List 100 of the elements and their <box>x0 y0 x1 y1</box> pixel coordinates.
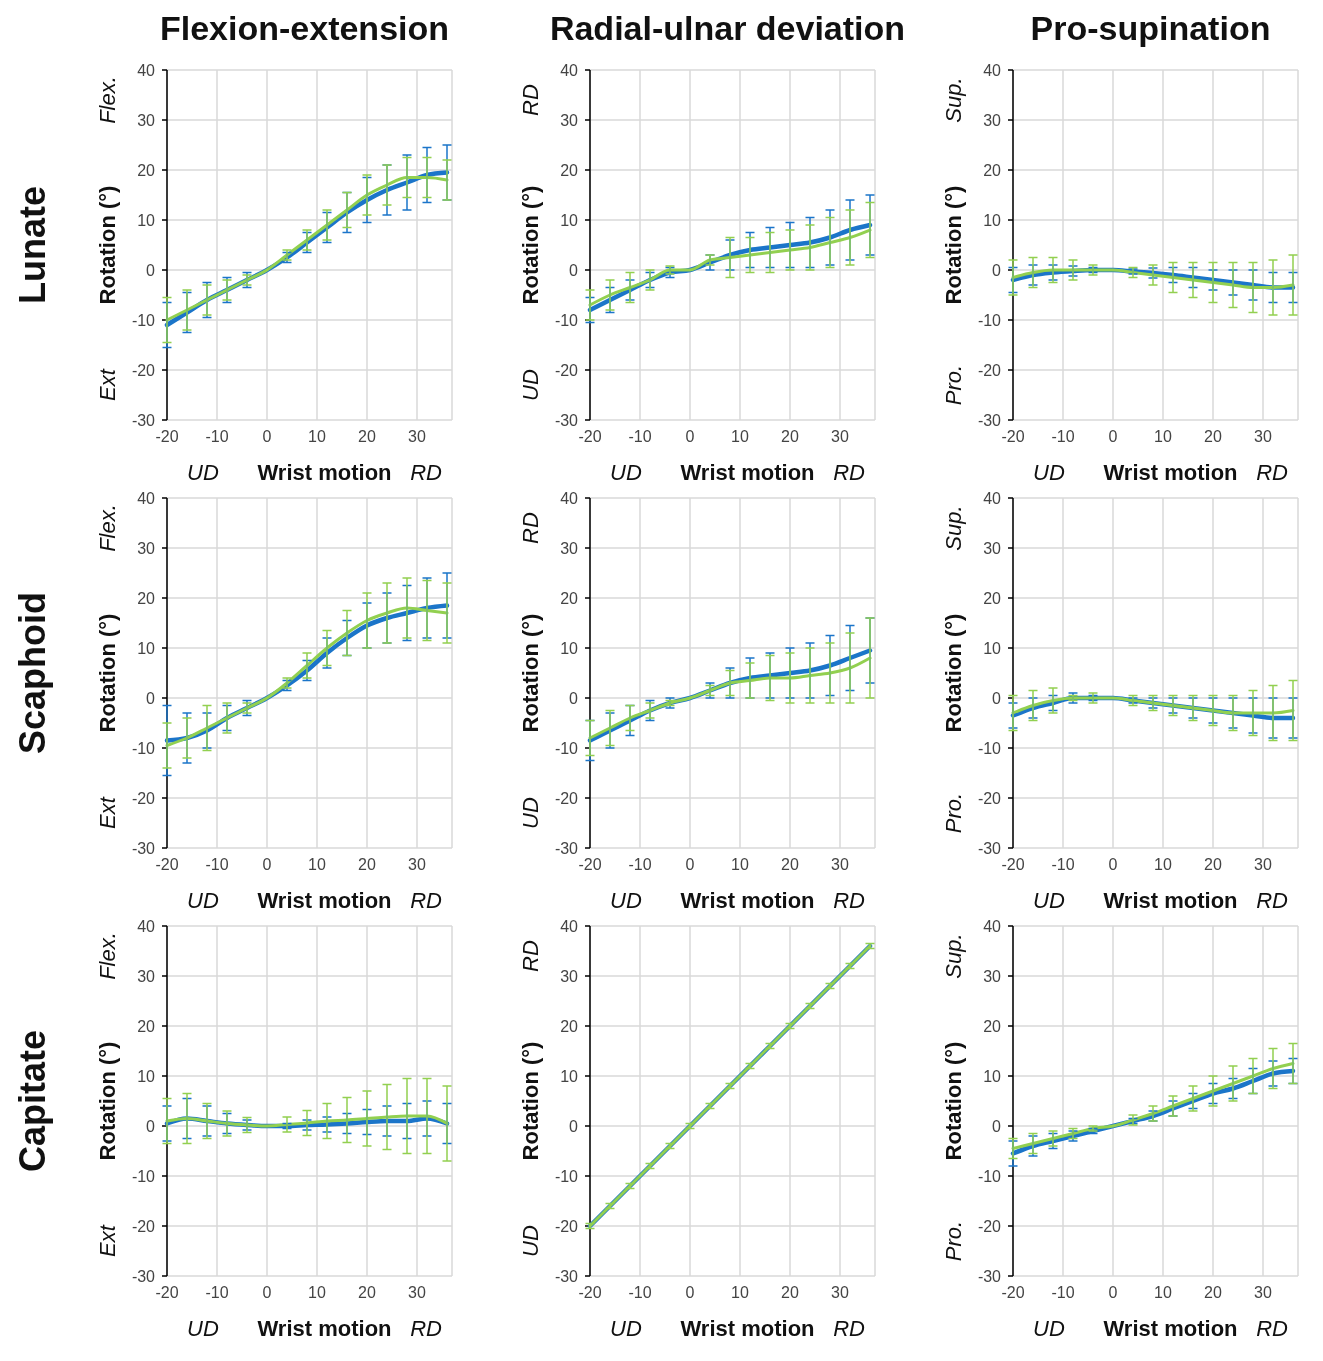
y-axis-title: Rotation (°) <box>941 613 966 733</box>
y-tick-label: 20 <box>560 1017 579 1035</box>
x-tick-label: 30 <box>1254 1284 1272 1301</box>
y-tick-label: 30 <box>983 111 1002 129</box>
y-tick-label: 40 <box>137 917 156 935</box>
y-tick-label: -20 <box>977 1217 1002 1235</box>
x-tick-label: 20 <box>1204 856 1222 873</box>
text: RD <box>1256 1316 1289 1341</box>
x-axis-title: Wrist motion <box>680 1316 815 1341</box>
y-tick-label: -30 <box>131 1267 156 1285</box>
text: RD <box>410 1316 443 1341</box>
text: Flex. <box>95 76 120 124</box>
y-tick-label: 20 <box>560 589 579 607</box>
x-tick-label: 10 <box>308 1284 326 1301</box>
chart-title: Radial-ulnar deviation <box>549 9 906 47</box>
y-tick-label: 10 <box>560 211 579 229</box>
text: Capitate <box>12 1029 53 1173</box>
x-tick-label: 0 <box>262 1284 272 1301</box>
y-tick-label: 30 <box>560 111 579 129</box>
text: UD <box>1033 1316 1065 1341</box>
y-tick-label: -10 <box>554 311 579 329</box>
x-tick-label: -10 <box>205 856 229 873</box>
y-tick-label: 20 <box>137 1017 156 1035</box>
y-tick-label: 40 <box>560 61 579 79</box>
y-tick-label: 10 <box>983 1067 1002 1085</box>
x-axis-title: Wrist motion <box>1103 1316 1238 1341</box>
x-tick-label: 20 <box>1204 428 1222 445</box>
x-axis-title: Wrist motion <box>257 888 392 913</box>
chart-title: Flexion-extension <box>159 9 450 47</box>
y-axis-title: Rotation (°) <box>95 613 120 733</box>
x-axis-title: Wrist motion <box>257 1316 392 1341</box>
y-tick-label: 30 <box>983 967 1002 985</box>
x-tick-label: 10 <box>731 856 749 873</box>
y-axis-title: Rotation (°) <box>941 185 966 305</box>
y-tick-label: 0 <box>569 689 579 707</box>
text: Sup. <box>941 77 966 123</box>
x-tick-label: 20 <box>358 1284 376 1301</box>
x-tick-label: 10 <box>308 428 326 445</box>
text: RD <box>410 460 443 485</box>
y-tick-label: 40 <box>983 61 1002 79</box>
text: UD <box>610 1316 642 1341</box>
y-tick-label: -30 <box>977 1267 1002 1285</box>
chart-title: Pro-supination <box>1030 9 1271 47</box>
x-tick-label: 0 <box>685 428 695 445</box>
text: RD <box>518 940 543 972</box>
x-tick-label: -10 <box>205 1284 229 1301</box>
text: UD <box>518 369 543 401</box>
text: Sup. <box>941 933 966 979</box>
y-tick-label: 0 <box>146 261 156 279</box>
y-tick-label: 40 <box>983 917 1002 935</box>
x-tick-label: -10 <box>628 1284 652 1301</box>
y-axis-title: Rotation (°) <box>941 1041 966 1161</box>
y-tick-label: 30 <box>137 111 156 129</box>
y-tick-label: 20 <box>983 589 1002 607</box>
y-tick-label: 20 <box>137 161 156 179</box>
y-tick-label: -10 <box>131 739 156 757</box>
y-tick-label: -10 <box>554 739 579 757</box>
text: UD <box>1033 888 1065 913</box>
text: UD <box>187 460 219 485</box>
text: RD <box>518 84 543 116</box>
x-tick-label: 10 <box>1154 1284 1172 1301</box>
x-axis-title: Wrist motion <box>1103 888 1238 913</box>
text: Ext <box>95 796 120 829</box>
text: Lunate <box>12 185 53 305</box>
y-tick-label: 40 <box>137 489 156 507</box>
y-tick-label: -30 <box>554 839 579 857</box>
y-axis-title: Rotation (°) <box>518 1041 543 1161</box>
y-tick-label: -10 <box>131 311 156 329</box>
y-tick-label: 0 <box>992 261 1002 279</box>
text: UD <box>1033 460 1065 485</box>
text: UD <box>610 460 642 485</box>
text: UD <box>187 1316 219 1341</box>
x-tick-label: 0 <box>1108 856 1118 873</box>
y-tick-label: 10 <box>137 1067 156 1085</box>
x-tick-label: 30 <box>831 428 849 445</box>
text: Flex. <box>95 932 120 980</box>
y-tick-label: 0 <box>146 1117 156 1135</box>
y-tick-label: 40 <box>560 489 579 507</box>
text: RD <box>1256 460 1289 485</box>
y-tick-label: 10 <box>137 211 156 229</box>
y-tick-label: 20 <box>560 161 579 179</box>
x-tick-label: 20 <box>781 856 799 873</box>
x-tick-label: 10 <box>1154 856 1172 873</box>
y-tick-label: -20 <box>131 1217 156 1235</box>
x-tick-label: 30 <box>408 856 426 873</box>
x-tick-label: 30 <box>1254 428 1272 445</box>
y-tick-label: 10 <box>983 639 1002 657</box>
text: Scaphoid <box>12 591 53 755</box>
x-axis-title: Wrist motion <box>1103 460 1238 485</box>
y-tick-label: -30 <box>131 839 156 857</box>
y-tick-label: -20 <box>554 789 579 807</box>
y-tick-label: -20 <box>977 789 1002 807</box>
x-tick-label: 0 <box>685 1284 695 1301</box>
y-tick-label: 20 <box>137 589 156 607</box>
x-tick-label: 10 <box>731 428 749 445</box>
text: RD <box>1256 888 1289 913</box>
text: Ext <box>95 1224 120 1257</box>
y-tick-label: 30 <box>137 967 156 985</box>
y-tick-label: 30 <box>137 539 156 557</box>
y-tick-label: 0 <box>146 689 156 707</box>
